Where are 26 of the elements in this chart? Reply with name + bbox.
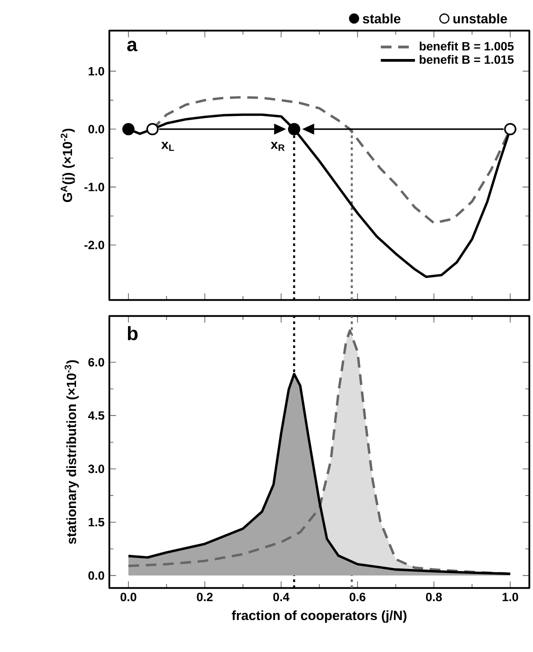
x-tick-label: 0.4 — [273, 592, 290, 602]
y-tick-label: 1.0 — [88, 66, 104, 76]
y-tick-label: -1.0 — [84, 182, 104, 192]
x-tick-label: 0.8 — [426, 592, 442, 602]
annotation: x$_{R}$ — [270, 142, 285, 151]
legend-label: unstable — [453, 14, 508, 24]
legend-label: benefit B = 1.005 — [420, 42, 514, 50]
x-tick-label: 1.0 — [502, 592, 518, 602]
x-tick-label: 0.2 — [196, 592, 213, 602]
x-tick-label: 0.6 — [350, 592, 366, 602]
y-axis-title: stationary distribution (×10$^{-3}$) — [64, 360, 79, 544]
y-tick-label: -2.0 — [84, 240, 104, 250]
chart-title: a — [127, 40, 138, 52]
chart-title: b — [128, 326, 138, 340]
annotation: x$_{L}$ — [161, 142, 174, 151]
y-tick-label: 6.0 — [88, 358, 104, 366]
x-axis-title: fraction of cooperators (j/N) — [232, 610, 406, 623]
y-tick-label: 0.0 — [88, 571, 104, 580]
legend-label: stable — [362, 14, 400, 24]
y-tick-label: 1.5 — [88, 518, 104, 526]
legend-label: benefit B = 1.015 — [420, 55, 514, 64]
y-tick-label: 4.5 — [88, 411, 104, 420]
x-tick-label: 0.0 — [120, 592, 136, 602]
y-tick-label: 0.0 — [88, 124, 104, 134]
y-tick-label: 3.0 — [88, 464, 104, 474]
y-axis-title: G$^{A}$(j) (×10$^{-2}$) — [60, 128, 75, 202]
